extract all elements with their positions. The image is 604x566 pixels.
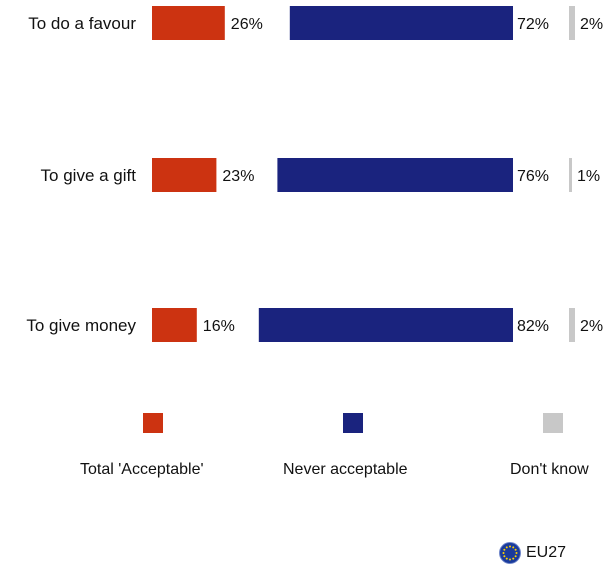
legend-swatch — [143, 413, 163, 433]
bar-dont-know — [569, 308, 575, 342]
data-label-acceptable: 26% — [231, 16, 263, 33]
bar-dont-know — [569, 158, 572, 192]
legend-label: Never acceptable — [283, 461, 408, 478]
data-label-dont-know: 1% — [577, 168, 600, 185]
data-label-acceptable: 23% — [222, 168, 254, 185]
category-label: To do a favour — [28, 14, 136, 33]
data-label-never-acceptable: 82% — [517, 318, 549, 335]
category-label: To give money — [26, 316, 136, 335]
bar-never-acceptable — [289, 6, 513, 40]
bar-acceptable — [152, 158, 217, 192]
category-label: To give a gift — [41, 166, 137, 185]
region-footer: EU27 — [499, 542, 566, 564]
chart: To do a favour 26% 72% 2% To give a gift 23% 7… — [26, 6, 603, 342]
data-label-dont-know: 2% — [580, 16, 603, 33]
data-label-never-acceptable: 72% — [517, 16, 549, 33]
bar-dont-know — [569, 6, 575, 40]
region-label: EU27 — [526, 544, 567, 561]
legend-label: Don't know — [510, 461, 589, 478]
data-label-never-acceptable: 76% — [517, 168, 549, 185]
eu-flag-icon — [499, 542, 521, 564]
legend-swatch — [543, 413, 563, 433]
data-label-dont-know: 2% — [580, 318, 603, 335]
legend-swatch — [343, 413, 363, 433]
bar-never-acceptable — [258, 308, 513, 342]
bar-never-acceptable — [277, 158, 513, 192]
legend-label: Total 'Acceptable' — [80, 461, 204, 478]
data-label-acceptable: 16% — [203, 318, 235, 335]
bar-acceptable — [152, 6, 225, 40]
bar-acceptable — [152, 308, 197, 342]
